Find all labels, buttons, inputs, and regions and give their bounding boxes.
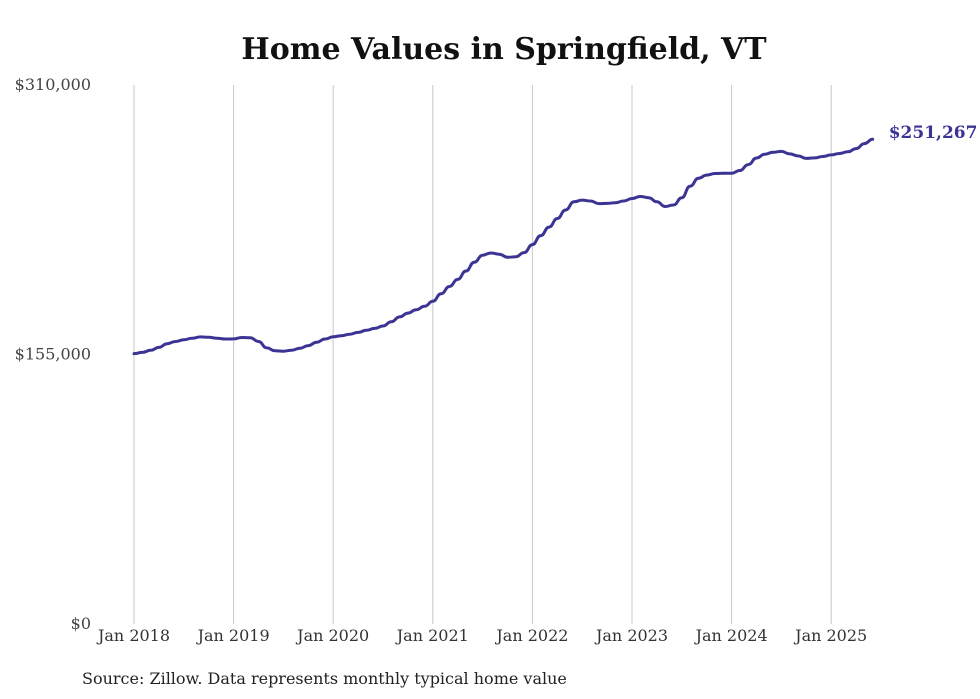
- y-tick-label: $310,000: [15, 75, 91, 94]
- y-tick-label: $155,000: [15, 345, 91, 364]
- x-tick-label: Jan 2023: [594, 626, 668, 645]
- y-axis-ticks: $0 $155,000 $310,000: [15, 75, 91, 633]
- series-layer: [132, 137, 875, 356]
- x-tick-label: Jan 2024: [694, 626, 768, 645]
- chart-title: Home Values in Springfield, VT: [241, 32, 767, 67]
- x-tick-label: Jan 2018: [96, 626, 170, 645]
- x-tick-label: Jan 2020: [295, 626, 369, 645]
- x-tick-label: Jan 2021: [395, 626, 469, 645]
- y-tick-label: $0: [71, 614, 91, 633]
- x-tick-label: Jan 2025: [793, 626, 867, 645]
- gridlines: [133, 85, 832, 624]
- source-note: Source: Zillow. Data represents monthly …: [82, 669, 567, 688]
- end-value-label: $251,267: [889, 123, 978, 143]
- series-line-0: [132, 137, 875, 356]
- x-tick-label: Jan 2019: [196, 626, 270, 645]
- x-axis-ticks: Jan 2018 Jan 2019 Jan 2020 Jan 2021 Jan 2022…: [96, 626, 867, 645]
- x-tick-label: Jan 2022: [494, 626, 568, 645]
